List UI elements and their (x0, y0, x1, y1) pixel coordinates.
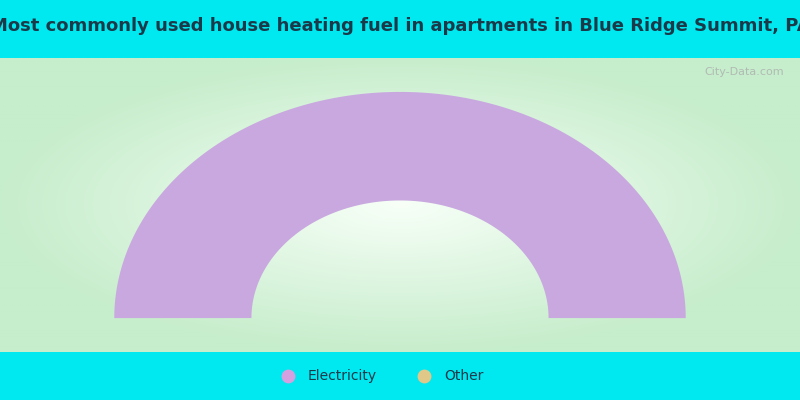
Polygon shape (114, 92, 686, 318)
Text: Most commonly used house heating fuel in apartments in Blue Ridge Summit, PA: Most commonly used house heating fuel in… (0, 17, 800, 35)
Text: City-Data.com: City-Data.com (704, 67, 784, 77)
Text: Other: Other (444, 369, 483, 383)
Text: Electricity: Electricity (308, 369, 377, 383)
